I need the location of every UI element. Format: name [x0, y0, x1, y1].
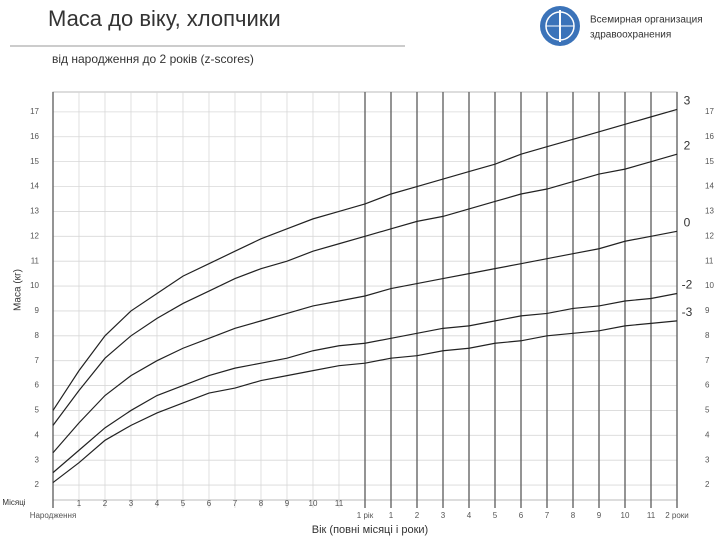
chart-title: Маса до віку, хлопчики [48, 6, 281, 31]
series-line [52, 108, 678, 411]
y-tick-label: 15 [705, 157, 714, 166]
x-tick-label: 3 [129, 499, 134, 508]
x-tick-label: 4 [155, 499, 160, 508]
x-tick-label: 9 [597, 511, 602, 520]
series-line [52, 320, 678, 484]
x-tick-label: Народження [30, 511, 77, 520]
x-tick-label: 6 [519, 511, 524, 520]
x-tick-label: 7 [545, 511, 550, 520]
y-tick-label: 6 [35, 381, 40, 390]
x-tick-label: 6 [207, 499, 212, 508]
x-tick-label: 5 [493, 511, 498, 520]
series-label: 0 [684, 215, 691, 229]
x-tick-label: 10 [309, 499, 318, 508]
logo-text: здравоохранения [590, 30, 671, 41]
y-tick-label: 17 [30, 107, 39, 116]
x-tick-label: 1 [77, 499, 82, 508]
series-label: -2 [682, 278, 693, 292]
x-tick-label: 11 [647, 511, 656, 520]
y-tick-label: 4 [35, 430, 40, 439]
series-label: -3 [682, 305, 693, 319]
y-tick-label: 5 [35, 406, 40, 415]
y-tick-label: 8 [705, 331, 710, 340]
x-unit-label: Місяці [2, 498, 25, 507]
y-tick-label: 11 [31, 256, 40, 265]
y-tick-label: 15 [30, 157, 39, 166]
y-tick-label: 10 [705, 281, 714, 290]
y-tick-label: 16 [705, 132, 714, 141]
y-tick-label: 3 [35, 455, 40, 464]
x-tick-label: 8 [259, 499, 264, 508]
y-tick-label: 12 [705, 231, 714, 240]
x-tick-label: 4 [467, 511, 472, 520]
chart-subtitle: від народження до 2 років (z-scores) [52, 52, 254, 66]
y-tick-label: 6 [705, 381, 710, 390]
y-tick-label: 9 [705, 306, 710, 315]
y-tick-label: 3 [705, 455, 710, 464]
y-tick-label: 7 [705, 356, 710, 365]
x-tick-label: 8 [571, 511, 576, 520]
y-tick-label: 13 [705, 207, 714, 216]
series-line [52, 153, 678, 426]
x-tick-label: 1 [389, 511, 394, 520]
x-tick-label: 11 [335, 499, 344, 508]
series-line [52, 230, 678, 454]
x-tick-label: 1 рік [357, 511, 374, 520]
x-tick-label: 10 [621, 511, 630, 520]
x-tick-label: 2 роки [665, 511, 689, 520]
series-line [52, 292, 678, 474]
y-tick-label: 17 [705, 107, 714, 116]
y-axis-label: Маса (кг) [13, 269, 24, 311]
y-tick-label: 8 [35, 331, 40, 340]
series-label: 3 [684, 94, 691, 108]
y-tick-label: 11 [705, 256, 714, 265]
y-tick-label: 5 [705, 406, 710, 415]
y-tick-label: 12 [30, 231, 39, 240]
x-axis-label: Вік (повні місяці і роки) [312, 524, 428, 536]
logo-text: Всемирная организация [590, 15, 703, 26]
x-tick-label: 3 [441, 511, 446, 520]
y-tick-label: 2 [705, 480, 710, 489]
y-tick-label: 16 [30, 132, 39, 141]
y-tick-label: 14 [30, 182, 39, 191]
x-tick-label: 5 [181, 499, 186, 508]
x-tick-label: 7 [233, 499, 238, 508]
y-tick-label: 9 [35, 306, 40, 315]
y-tick-label: 13 [30, 207, 39, 216]
y-tick-label: 10 [30, 281, 39, 290]
x-tick-label: 2 [415, 511, 420, 520]
x-tick-label: 9 [285, 499, 290, 508]
y-tick-label: 4 [705, 430, 710, 439]
logo [540, 6, 580, 46]
y-tick-label: 14 [705, 182, 714, 191]
y-tick-label: 7 [35, 356, 40, 365]
y-tick-label: 2 [35, 480, 40, 489]
x-tick-label: 2 [103, 499, 108, 508]
series-label: 2 [684, 138, 691, 152]
